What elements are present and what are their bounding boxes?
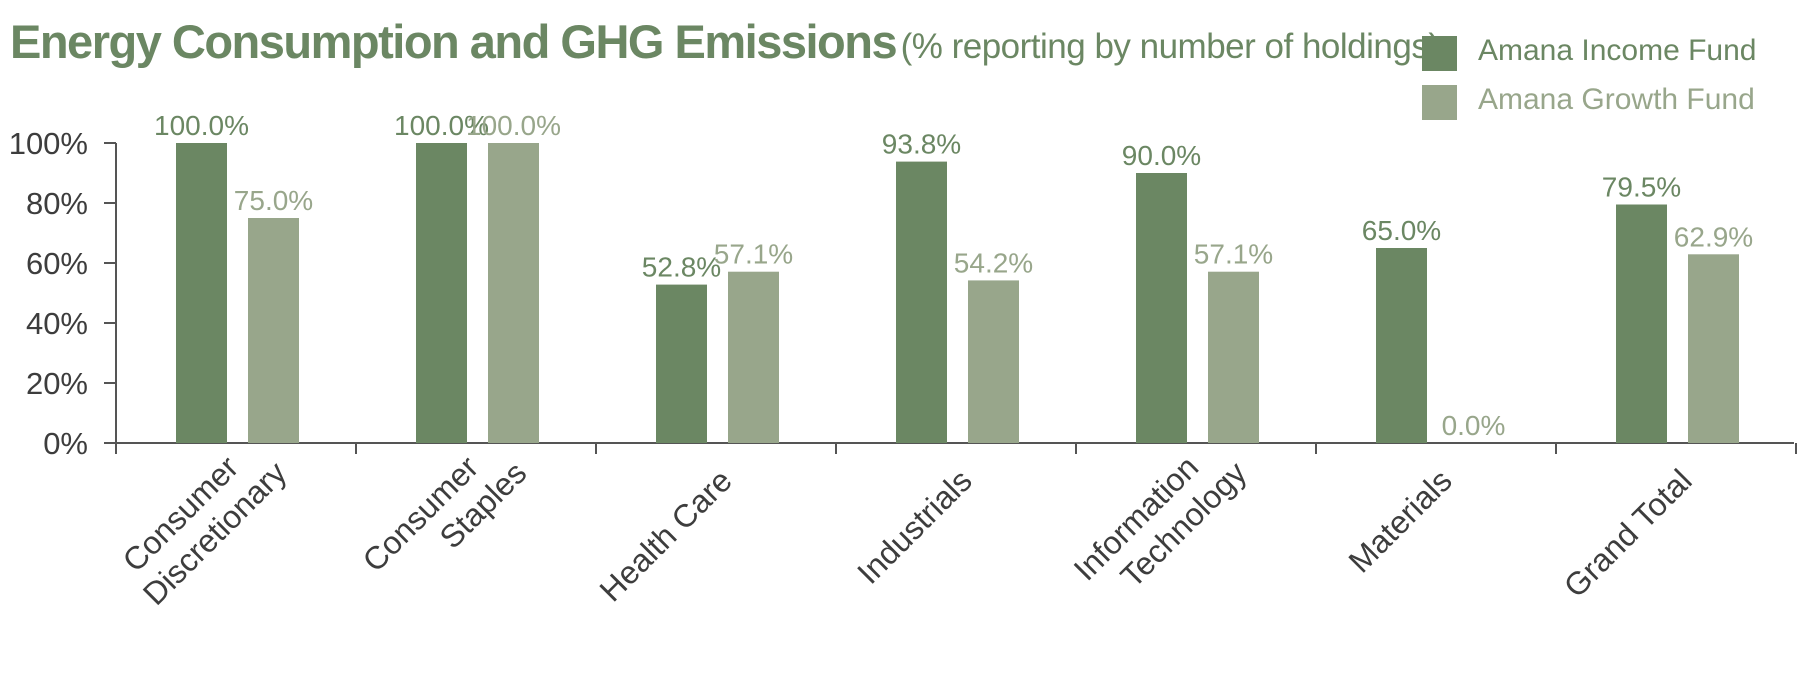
- category-label: Industrials: [850, 462, 979, 591]
- bar-growth: [488, 143, 539, 443]
- y-tick-label: 100%: [9, 126, 88, 161]
- data-label-income: 90.0%: [1122, 140, 1201, 171]
- y-tick-label: 80%: [26, 186, 88, 221]
- data-label-income: 65.0%: [1362, 215, 1441, 246]
- data-label-growth: 57.1%: [1194, 239, 1273, 270]
- data-label-growth: 100.0%: [466, 110, 561, 141]
- bar-growth: [248, 218, 299, 443]
- y-tick-label: 40%: [26, 306, 88, 341]
- data-label-income: 100.0%: [394, 110, 489, 141]
- data-label-growth: 57.1%: [714, 239, 793, 270]
- category-label-text: Materials: [1341, 462, 1458, 579]
- y-tick-label: 60%: [26, 246, 88, 281]
- legend-label-income: Amana Income Fund: [1478, 34, 1757, 67]
- bar-income: [416, 143, 467, 443]
- category-label: Grand Total: [1557, 462, 1699, 604]
- category-label: InformationTechnology: [1067, 428, 1254, 615]
- data-label-growth: 75.0%: [234, 185, 313, 216]
- data-label-income: 79.5%: [1602, 172, 1681, 203]
- category-label-text: Grand Total: [1557, 462, 1699, 604]
- category-label-line: Grand Total: [1557, 462, 1699, 604]
- category-label: Materials: [1341, 462, 1458, 579]
- category-label: ConsumerStaples: [355, 428, 533, 606]
- y-tick-label: 20%: [26, 366, 88, 401]
- category-label-line: Materials: [1341, 462, 1458, 579]
- chart-title: Energy Consumption and GHG Emissions (% …: [10, 14, 1440, 74]
- category-label-line: Industrials: [850, 462, 979, 591]
- legend-swatch-growth: [1422, 85, 1457, 120]
- chart-subtitle: (% reporting by number of holdings): [900, 27, 1440, 66]
- category-label: Health Care: [593, 462, 739, 608]
- chart-title-main: Energy Consumption and GHG Emissions: [10, 15, 898, 68]
- data-label-growth: 54.2%: [954, 247, 1033, 278]
- bar-income: [1376, 248, 1427, 443]
- data-label-growth: 0.0%: [1442, 410, 1506, 441]
- bar-growth: [968, 280, 1019, 443]
- category-label-text: InformationTechnology: [1067, 428, 1254, 615]
- data-label-income: 52.8%: [642, 252, 721, 283]
- category-label-text: ConsumerStaples: [355, 428, 533, 606]
- legend-swatch-income: [1422, 36, 1457, 71]
- y-tick-label: 0%: [43, 426, 88, 461]
- category-label-text: Health Care: [593, 462, 739, 608]
- data-label-growth: 62.9%: [1674, 221, 1753, 252]
- data-label-income: 93.8%: [882, 129, 961, 160]
- bar-income: [656, 284, 707, 443]
- bar-growth: [728, 271, 779, 443]
- bar-growth: [1688, 254, 1739, 443]
- bar-growth: [1208, 271, 1259, 443]
- category-label-text: ConsumerDiscretionary: [109, 428, 293, 612]
- data-label-income: 100.0%: [154, 110, 249, 141]
- category-label-text: Industrials: [850, 462, 979, 591]
- category-label-line: Health Care: [593, 462, 739, 608]
- category-label: ConsumerDiscretionary: [109, 428, 293, 612]
- bar-income: [176, 143, 227, 443]
- legend-label-growth: Amana Growth Fund: [1478, 83, 1755, 116]
- bar-income: [1136, 173, 1187, 443]
- bar-income: [896, 161, 947, 443]
- bar-income: [1616, 204, 1667, 443]
